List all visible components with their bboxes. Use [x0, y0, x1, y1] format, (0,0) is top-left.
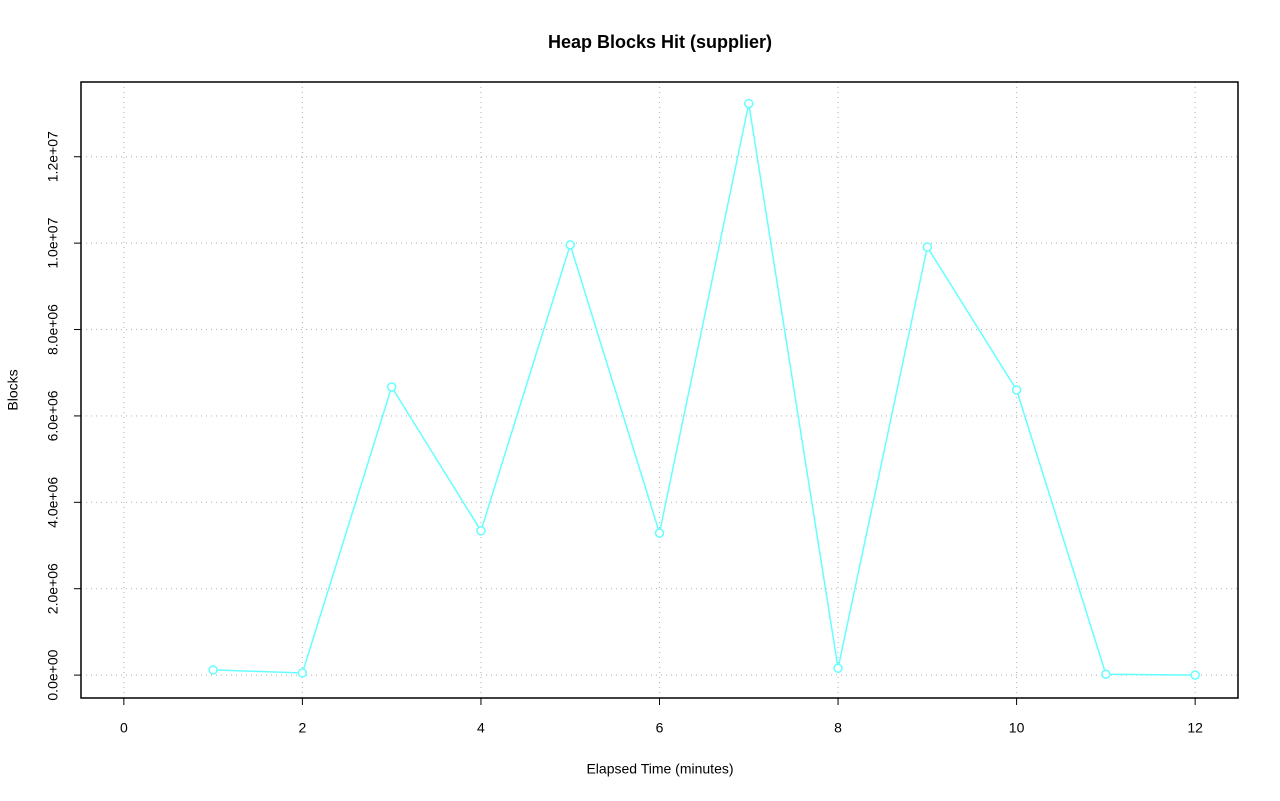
x-axis-label: Elapsed Time (minutes) — [586, 761, 733, 777]
data-point — [208, 665, 218, 675]
x-tick-label: 2 — [299, 720, 307, 736]
data-point — [386, 382, 397, 392]
data-point — [744, 98, 754, 109]
data-point — [297, 668, 308, 678]
y-tick-label: 1.2e+07 — [45, 131, 61, 182]
y-axis-label: Blocks — [5, 369, 21, 410]
chart-title: Heap Blocks Hit (supplier) — [548, 32, 772, 52]
data-point — [476, 526, 486, 536]
data-point — [565, 240, 575, 250]
data-point — [654, 528, 665, 538]
x-tick-label: 10 — [1009, 720, 1025, 736]
x-tick-label: 0 — [120, 720, 128, 736]
data-line — [213, 103, 1196, 676]
y-tick-label: 0.0e+00 — [45, 649, 61, 700]
data-point — [922, 242, 933, 252]
x-tick-label: 6 — [656, 720, 664, 736]
plot-frame — [80, 81, 1239, 699]
x-tick-label: 8 — [834, 720, 842, 736]
data-point — [1190, 670, 1200, 680]
data-point — [833, 663, 843, 673]
y-tick-label: 4.0e+06 — [45, 477, 61, 528]
y-tick-label: 2.0e+06 — [45, 563, 61, 614]
y-tick-label: 8.0e+06 — [45, 304, 61, 355]
x-tick-label: 12 — [1187, 720, 1203, 736]
y-tick-label: 6.0e+06 — [45, 390, 61, 441]
data-point — [1011, 385, 1022, 395]
y-tick-label: 1.0e+07 — [45, 217, 61, 268]
x-tick-label: 4 — [477, 720, 485, 736]
data-point — [1101, 669, 1111, 679]
